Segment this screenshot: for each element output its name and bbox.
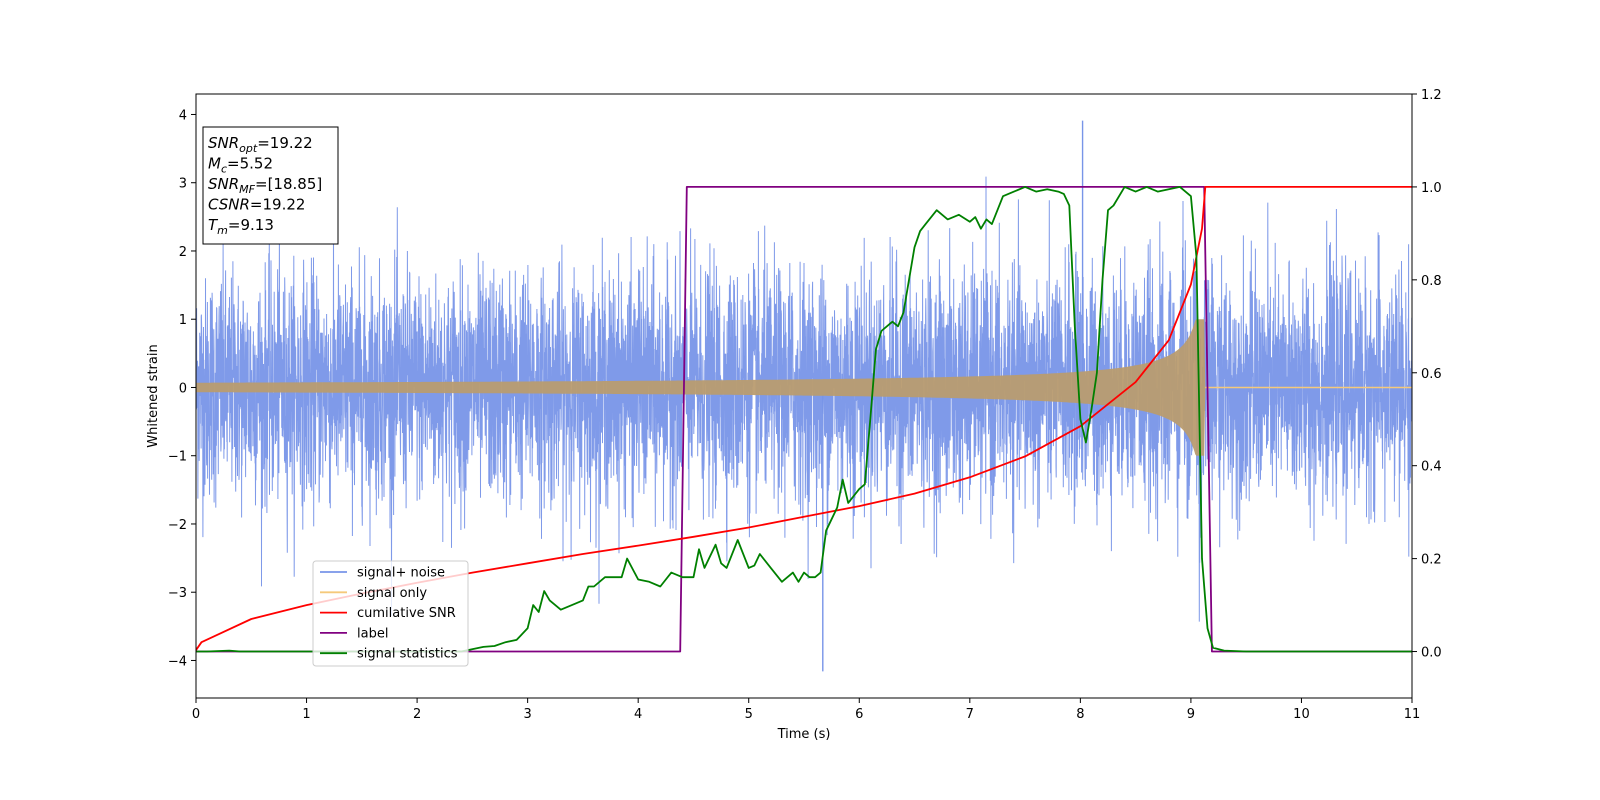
plot-frame [195, 93, 1413, 699]
y2-tick-label: 0.4 [1421, 460, 1442, 475]
y-tick-label: −3 [168, 586, 187, 601]
legend: signal+ noise signal only cumilative SNR la… [312, 560, 469, 667]
x-tick-label: 6 [855, 707, 863, 722]
y2-tick-label: 1.0 [1421, 181, 1442, 196]
x-axis: 0 1 2 3 4 5 6 7 8 9 10 11 [192, 698, 1420, 722]
y-tick-label: −1 [168, 450, 187, 465]
legend-entry: label [357, 626, 388, 641]
x-tick-label: 4 [634, 707, 642, 722]
y2-tick-label: 0.8 [1421, 274, 1442, 289]
legend-entry: signal+ noise [357, 566, 445, 581]
annotation-line: Tm=9.13 [208, 216, 274, 237]
y-axis-label: Whitened strain [146, 344, 161, 447]
legend-entry: signal only [357, 586, 427, 601]
x-axis-label: Time (s) [777, 727, 831, 742]
signal-only-envelope [196, 319, 1206, 456]
annotation-line: Mc=5.52 [208, 155, 273, 176]
x-tick-label: 0 [192, 707, 200, 722]
y-tick-label: 3 [179, 177, 187, 192]
annotation-line: SNRMF=[18.85] [208, 175, 322, 196]
signal-noise-line [196, 176, 1412, 622]
y2-tick-label: 1.2 [1421, 88, 1442, 103]
x-tick-label: 2 [413, 707, 421, 722]
y2-tick-label: 0.6 [1421, 367, 1442, 382]
annotation-box: SNRopt=19.22Mc=5.52SNRMF=[18.85]CSNR=19.… [202, 126, 339, 245]
x-tick-label: 11 [1404, 707, 1421, 722]
x-tick-label: 9 [1187, 707, 1195, 722]
y-tick-label: −4 [168, 654, 187, 669]
annotation-line: CSNR=19.22 [208, 196, 305, 214]
y-tick-label: 0 [179, 381, 187, 396]
y-tick-label: 1 [179, 313, 187, 328]
y2-tick-label: 0.2 [1421, 553, 1442, 568]
legend-entry: cumilative SNR [357, 606, 456, 621]
y-tick-label: 4 [179, 108, 187, 123]
y-tick-label: 2 [179, 245, 187, 260]
y-axis-left: −4 −3 −2 −1 0 1 2 3 4 [168, 108, 196, 669]
y2-tick-label: 0.0 [1421, 646, 1442, 661]
x-tick-label: 3 [523, 707, 531, 722]
y-tick-label: −2 [168, 518, 187, 533]
x-tick-label: 1 [302, 707, 310, 722]
y-axis-right: 0.0 0.2 0.4 0.6 0.8 1.0 1.2 [1412, 88, 1442, 661]
x-tick-label: 8 [1076, 707, 1084, 722]
legend-entry: signal statistics [357, 647, 458, 662]
x-tick-label: 10 [1293, 707, 1310, 722]
signal-statistics-line [196, 185, 1412, 653]
x-tick-label: 7 [966, 707, 974, 722]
annotation-line: SNRopt=19.22 [208, 134, 313, 155]
signal-only-series [196, 319, 1412, 456]
x-tick-label: 5 [745, 707, 753, 722]
signal-noise-series [196, 120, 1412, 672]
